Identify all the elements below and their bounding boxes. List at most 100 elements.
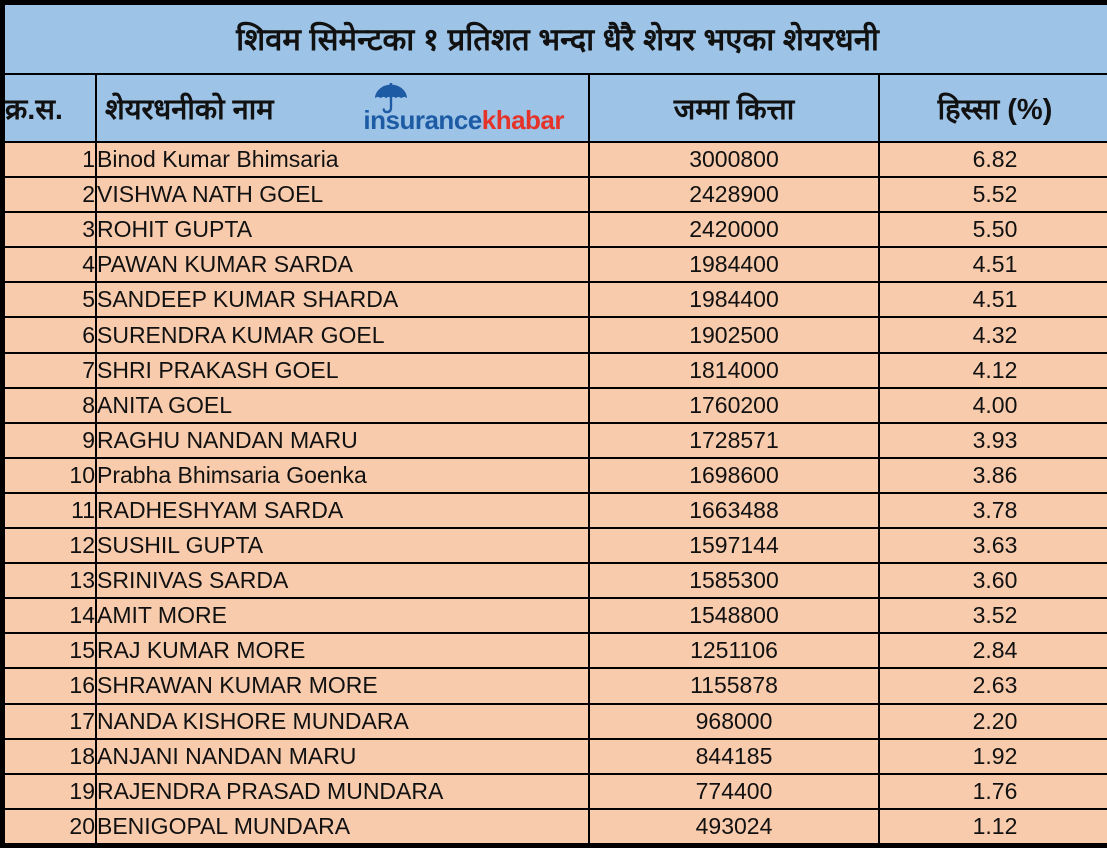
shareholder-name-cell: NANDA KISHORE MUNDARA <box>95 702 590 740</box>
shareholder-name-cell: PAWAN KUMAR SARDA <box>95 246 590 284</box>
total-kitta-cell: 1902500 <box>588 316 880 354</box>
share-percent-cell: 4.32 <box>878 316 1107 354</box>
share-percent-cell: 3.93 <box>878 421 1107 459</box>
total-kitta-cell: 2428900 <box>588 176 880 214</box>
shareholder-name-cell: Binod Kumar Bhimsaria <box>95 140 590 179</box>
serial-number-cell: 11 <box>3 491 97 530</box>
table-row: 14 AMIT MORE 1548800 3.52 <box>3 597 1107 635</box>
serial-number-cell: 17 <box>3 702 97 740</box>
serial-number-cell: 7 <box>3 351 97 389</box>
serial-number-cell: 1 <box>3 140 97 179</box>
table-row: 13 SRINIVAS SARDA 1585300 3.60 <box>3 562 1107 600</box>
column-header-kitta: जम्मा कित्ता <box>588 73 880 143</box>
table-row: 4 PAWAN KUMAR SARDA 1984400 4.51 <box>3 246 1107 284</box>
table-row: 8 ANITA GOEL 1760200 4.00 <box>3 386 1107 424</box>
total-kitta-cell: 968000 <box>588 702 880 740</box>
logo-text-khabar: khabar <box>481 105 565 135</box>
share-percent-cell: 2.20 <box>878 702 1107 740</box>
shareholder-name-cell: SURENDRA KUMAR GOEL <box>95 316 590 354</box>
share-percent-cell: 4.51 <box>878 281 1107 319</box>
serial-number-cell: 14 <box>3 597 97 635</box>
shareholder-name-cell: SHRAWAN KUMAR MORE <box>95 667 590 705</box>
shareholder-name-cell: ANJANI NANDAN MARU <box>95 737 590 775</box>
share-percent-cell: 3.86 <box>878 456 1107 494</box>
serial-number-cell: 13 <box>3 562 97 600</box>
shareholder-name-cell: VISHWA NATH GOEL <box>95 176 590 214</box>
column-header-name: शेयरधनीको नाम insurancekhabar <box>95 73 590 143</box>
table-row: 16 SHRAWAN KUMAR MORE 1155878 2.63 <box>3 667 1107 705</box>
share-percent-cell: 3.63 <box>878 527 1107 565</box>
shareholder-name-cell: RAJ KUMAR MORE <box>95 632 590 670</box>
total-kitta-cell: 3000800 <box>588 140 880 179</box>
title-row: शिवम सिमेन्टका १ प्रतिशत भन्दा धैरै शेयर… <box>3 3 1107 75</box>
shareholder-name-cell: AMIT MORE <box>95 597 590 635</box>
table-row: 18 ANJANI NANDAN MARU 844185 1.92 <box>3 737 1107 775</box>
share-percent-cell: 3.52 <box>878 597 1107 635</box>
serial-number-cell: 12 <box>3 527 97 565</box>
total-kitta-cell: 1548800 <box>588 597 880 635</box>
table-row: 19 RAJENDRA PRASAD MUNDARA 774400 1.76 <box>3 772 1107 810</box>
serial-number-cell: 2 <box>3 176 97 214</box>
total-kitta-cell: 774400 <box>588 772 880 810</box>
shareholders-table: शिवम सिमेन्टका १ प्रतिशत भन्दा धैरै शेयर… <box>3 3 1107 846</box>
shareholder-name-cell: SRINIVAS SARDA <box>95 562 590 600</box>
shareholder-name-cell: ANITA GOEL <box>95 386 590 424</box>
share-percent-cell: 1.92 <box>878 737 1107 775</box>
total-kitta-cell: 1760200 <box>588 386 880 424</box>
logo-text-insurance: insurance <box>363 105 482 135</box>
share-percent-cell: 3.78 <box>878 491 1107 530</box>
share-percent-cell: 3.60 <box>878 562 1107 600</box>
serial-number-cell: 5 <box>3 281 97 319</box>
shareholder-name-cell: Prabha Bhimsaria Goenka <box>95 456 590 494</box>
table-row: 3 ROHIT GUPTA 2420000 5.50 <box>3 211 1107 249</box>
shareholder-name-cell: RADHESHYAM SARDA <box>95 491 590 530</box>
serial-number-cell: 9 <box>3 421 97 459</box>
serial-number-cell: 3 <box>3 211 97 249</box>
total-kitta-cell: 1663488 <box>588 491 880 530</box>
shareholder-name-cell: SANDEEP KUMAR SHARDA <box>95 281 590 319</box>
table-row: 6 SURENDRA KUMAR GOEL 1902500 4.32 <box>3 316 1107 354</box>
share-percent-cell: 1.12 <box>878 807 1107 846</box>
serial-number-cell: 20 <box>3 807 97 846</box>
serial-number-cell: 4 <box>3 246 97 284</box>
column-header-row: क्र.स. शेयरधनीको नाम insurancekhabar <box>3 73 1107 143</box>
shareholder-name-cell: BENIGOPAL MUNDARA <box>95 807 590 846</box>
table-row: 9 RAGHU NANDAN MARU 1728571 3.93 <box>3 421 1107 459</box>
serial-number-cell: 19 <box>3 772 97 810</box>
total-kitta-cell: 1155878 <box>588 667 880 705</box>
total-kitta-cell: 1984400 <box>588 281 880 319</box>
table-row: 20 BENIGOPAL MUNDARA 493024 1.12 <box>3 807 1107 846</box>
share-percent-cell: 2.84 <box>878 632 1107 670</box>
total-kitta-cell: 1728571 <box>588 421 880 459</box>
umbrella-icon <box>375 83 408 114</box>
total-kitta-cell: 1814000 <box>588 351 880 389</box>
table-row: 17 NANDA KISHORE MUNDARA 968000 2.20 <box>3 702 1107 740</box>
column-header-sn: क्र.स. <box>3 73 97 143</box>
total-kitta-cell: 1585300 <box>588 562 880 600</box>
table-row: 15 RAJ KUMAR MORE 1251106 2.84 <box>3 632 1107 670</box>
share-percent-cell: 4.00 <box>878 386 1107 424</box>
share-percent-cell: 2.63 <box>878 667 1107 705</box>
shareholder-name-cell: SHRI PRAKASH GOEL <box>95 351 590 389</box>
total-kitta-cell: 1698600 <box>588 456 880 494</box>
column-header-share: हिस्सा (%) <box>878 73 1107 143</box>
share-percent-cell: 6.82 <box>878 140 1107 179</box>
total-kitta-cell: 1984400 <box>588 246 880 284</box>
table-row: 1 Binod Kumar Bhimsaria 3000800 6.82 <box>3 140 1107 179</box>
serial-number-cell: 18 <box>3 737 97 775</box>
column-header-name-label: शेयरधनीको नाम <box>105 93 274 126</box>
share-percent-cell: 1.76 <box>878 772 1107 810</box>
table-body: 1 Binod Kumar Bhimsaria 3000800 6.82 2 V… <box>3 140 1107 846</box>
share-percent-cell: 5.52 <box>878 176 1107 214</box>
total-kitta-cell: 844185 <box>588 737 880 775</box>
table-row: 5 SANDEEP KUMAR SHARDA 1984400 4.51 <box>3 281 1107 319</box>
table-row: 2 VISHWA NATH GOEL 2428900 5.52 <box>3 176 1107 214</box>
serial-number-cell: 16 <box>3 667 97 705</box>
serial-number-cell: 10 <box>3 456 97 494</box>
table-row: 10 Prabha Bhimsaria Goenka 1698600 3.86 <box>3 456 1107 494</box>
shareholder-name-cell: RAJENDRA PRASAD MUNDARA <box>95 772 590 810</box>
page-title: शिवम सिमेन्टका १ प्रतिशत भन्दा धैरै शेयर… <box>3 3 1107 75</box>
total-kitta-cell: 493024 <box>588 807 880 846</box>
total-kitta-cell: 1597144 <box>588 527 880 565</box>
